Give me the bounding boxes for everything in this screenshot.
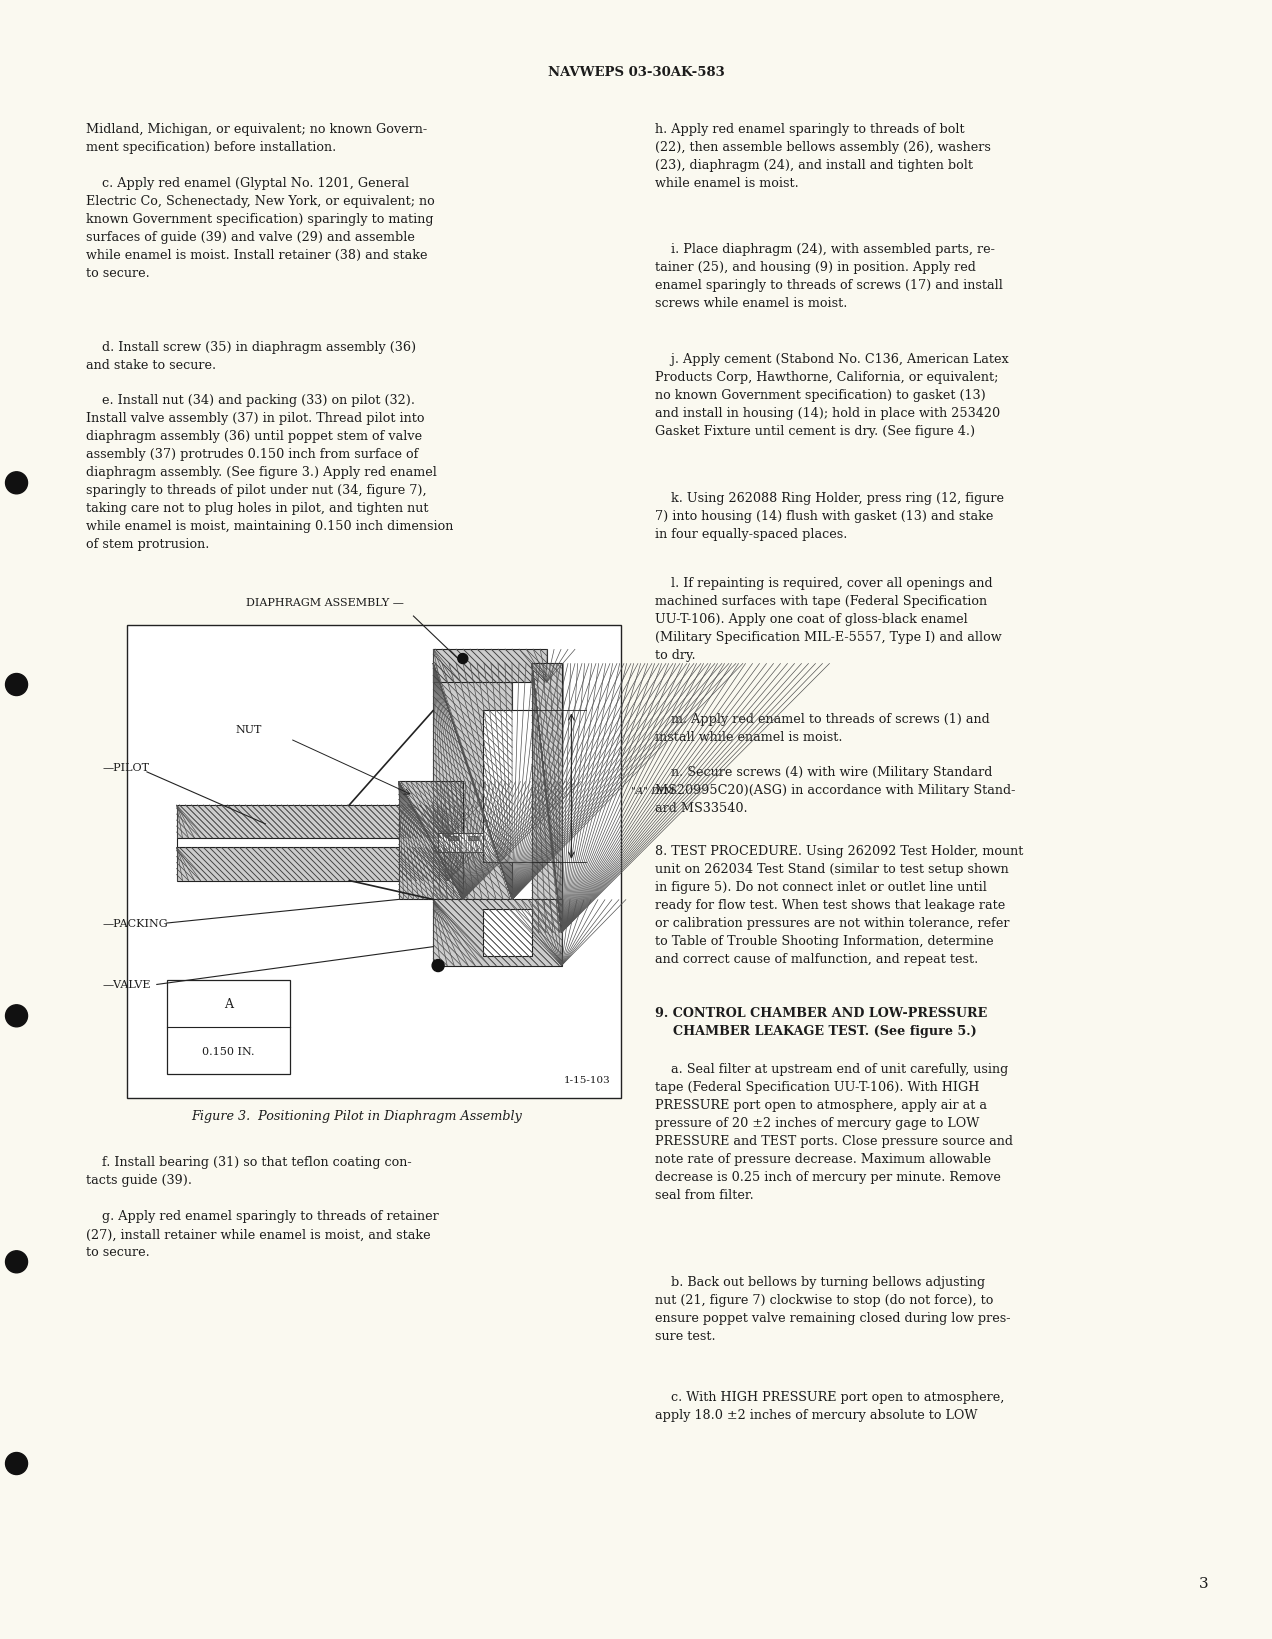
Text: m. Apply red enamel to threads of screws (1) and
install while enamel is moist.: m. Apply red enamel to threads of screws… — [655, 713, 990, 744]
Text: d. Install screw (35) in diaphragm assembly (36)
and stake to secure.: d. Install screw (35) in diaphragm assem… — [86, 341, 417, 372]
Circle shape — [5, 1251, 28, 1274]
Circle shape — [5, 1005, 28, 1028]
Bar — [482, 711, 547, 862]
Text: i. Place diaphragm (24), with assembled parts, re-
tainer (25), and housing (9) : i. Place diaphragm (24), with assembled … — [655, 243, 1002, 310]
Text: e. Install nut (34) and packing (33) on pilot (32).
Install valve assembly (37) : e. Install nut (34) and packing (33) on … — [86, 393, 454, 551]
Text: —PILOT: —PILOT — [103, 762, 150, 772]
Bar — [398, 782, 463, 900]
Bar — [434, 664, 513, 900]
Text: c. Apply red enamel (Glyptal No. 1201, General
Electric Co, Schenectady, New Yor: c. Apply red enamel (Glyptal No. 1201, G… — [86, 177, 435, 280]
Bar — [167, 980, 290, 1075]
Text: j. Apply cement (Stabond No. C136, American Latex
Products Corp, Hawthorne, Cali: j. Apply cement (Stabond No. C136, Ameri… — [655, 352, 1009, 438]
Bar — [532, 664, 561, 933]
Bar — [177, 805, 448, 839]
Text: c. With HIGH PRESSURE port open to atmosphere,
apply 18.0 ±2 inches of mercury a: c. With HIGH PRESSURE port open to atmos… — [655, 1390, 1005, 1421]
Bar — [448, 836, 458, 841]
Text: NUT: NUT — [235, 724, 262, 734]
Text: b. Back out bellows by turning bellows adjusting
nut (21, figure 7) clockwise to: b. Back out bellows by turning bellows a… — [655, 1275, 1010, 1342]
Text: NAVWEPS 03-30AK-583: NAVWEPS 03-30AK-583 — [548, 66, 724, 79]
Text: Midland, Michigan, or equivalent; no known Govern-
ment specification) before in: Midland, Michigan, or equivalent; no kno… — [86, 123, 427, 154]
Circle shape — [5, 1452, 28, 1475]
Text: 1-15-103: 1-15-103 — [563, 1075, 611, 1083]
Text: A: A — [224, 997, 233, 1010]
Bar — [434, 649, 547, 683]
Bar — [177, 847, 448, 882]
Circle shape — [5, 472, 28, 495]
Bar — [468, 836, 477, 841]
Text: DIAPHRAGM ASSEMBLY —: DIAPHRAGM ASSEMBLY — — [245, 598, 403, 608]
Bar — [434, 900, 561, 965]
Text: 0.150 IN.: 0.150 IN. — [202, 1046, 254, 1056]
Text: —VALVE: —VALVE — [103, 980, 151, 990]
Text: —PACKING: —PACKING — [103, 918, 168, 928]
Circle shape — [432, 960, 444, 972]
Text: n. Secure screws (4) with wire (Military Standard
MS20995C20)(ASG) in accordance: n. Secure screws (4) with wire (Military… — [655, 765, 1015, 815]
Text: g. Apply red enamel sparingly to threads of retainer
(27), install retainer whil: g. Apply red enamel sparingly to threads… — [86, 1210, 439, 1259]
Bar — [177, 839, 448, 847]
Text: 9. CONTROL CHAMBER AND LOW-PRESSURE
    CHAMBER LEAKAGE TEST. (See figure 5.): 9. CONTROL CHAMBER AND LOW-PRESSURE CHAM… — [655, 1006, 987, 1037]
Text: "A" DIM.: "A" DIM. — [631, 787, 677, 797]
Bar — [127, 626, 621, 1098]
Text: l. If repainting is required, cover all openings and
machined surfaces with tape: l. If repainting is required, cover all … — [655, 577, 1002, 662]
Text: h. Apply red enamel sparingly to threads of bolt
(22), then assemble bellows ass: h. Apply red enamel sparingly to threads… — [655, 123, 991, 190]
Circle shape — [5, 674, 28, 697]
Text: a. Seal filter at upstream end of unit carefully, using
tape (Federal Specificat: a. Seal filter at upstream end of unit c… — [655, 1062, 1013, 1201]
Text: Figure 3.  Positioning Pilot in Diaphragm Assembly: Figure 3. Positioning Pilot in Diaphragm… — [191, 1110, 522, 1123]
Bar — [438, 834, 482, 852]
Text: 8. TEST PROCEDURE. Using 262092 Test Holder, mount
unit on 262034 Test Stand (si: 8. TEST PROCEDURE. Using 262092 Test Hol… — [655, 844, 1024, 965]
Text: k. Using 262088 Ring Holder, press ring (12, figure
7) into housing (14) flush w: k. Using 262088 Ring Holder, press ring … — [655, 492, 1004, 541]
Circle shape — [458, 654, 468, 664]
Text: 3: 3 — [1198, 1575, 1208, 1590]
Text: f. Install bearing (31) so that teflon coating con-
tacts guide (39).: f. Install bearing (31) so that teflon c… — [86, 1155, 412, 1187]
Bar — [482, 910, 532, 957]
